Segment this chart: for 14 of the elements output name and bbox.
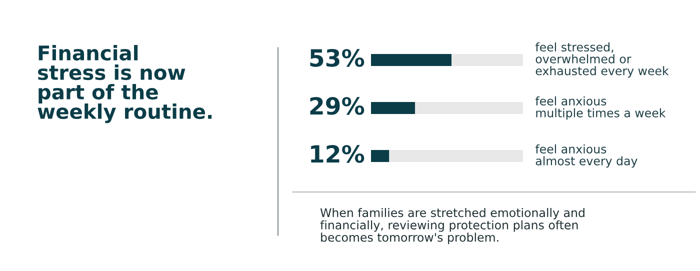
y-tick-label: feel stressed, overwhelmed or exhausted every week bbox=[535, 42, 669, 78]
bar bbox=[371, 54, 452, 66]
data-label: 29% bbox=[310, 96, 364, 115]
y-tick-label: feel anxious multiple times a week bbox=[535, 96, 666, 120]
data-label: 53% bbox=[310, 48, 364, 67]
bar bbox=[389, 150, 523, 162]
text: Financial stress is now part of the weekly routine. bbox=[38, 45, 212, 124]
bar bbox=[415, 102, 523, 114]
text: When families are stretched emotionally and financially, reviewing protection plans often becomes tomorrow's problem. bbox=[320, 208, 584, 244]
y-tick-label: feel anxious almost every day bbox=[535, 144, 638, 168]
bar bbox=[371, 150, 390, 162]
bar bbox=[452, 54, 523, 66]
bar bbox=[371, 102, 416, 114]
data-label: 12% bbox=[311, 144, 364, 163]
